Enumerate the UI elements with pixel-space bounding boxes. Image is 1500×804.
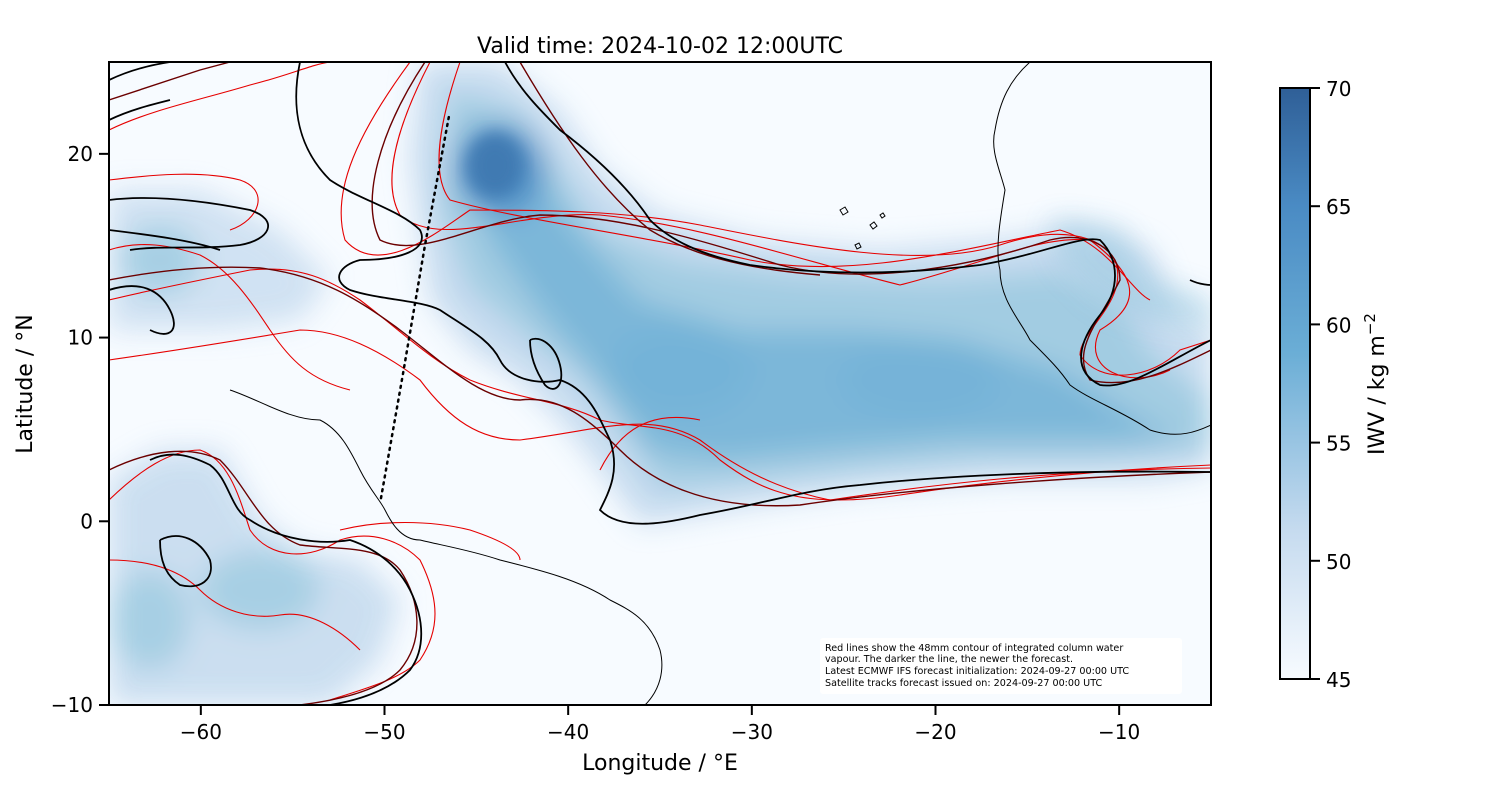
colorbar-ticks: 45 50 55 60 65 70	[1310, 77, 1351, 692]
colorbar-tick-label: 70	[1326, 77, 1351, 101]
note-line: vapour. The darker the line, the newer t…	[825, 654, 1073, 665]
x-axis-label: Longitude / °E	[582, 751, 738, 776]
contour-lines	[109, 62, 1211, 705]
map-title: Valid time: 2024-10-02 12:00UTC	[477, 34, 843, 59]
y-tick-label: 10	[68, 326, 93, 350]
iwv-field	[109, 62, 1211, 705]
x-tick-label: −20	[914, 720, 956, 744]
colorbar-tick-label: 45	[1326, 668, 1351, 692]
colorbar-frame	[1279, 87, 1311, 680]
map-panel[interactable]: Red lines show the 48mm contour of integ…	[108, 61, 1212, 706]
note-line: Red lines show the 48mm contour of integ…	[825, 643, 1123, 654]
y-tick-label: 0	[80, 509, 93, 533]
y-tick-label: −10	[51, 693, 93, 717]
y-axis-label: Latitude / °N	[13, 314, 38, 453]
colorbar-label-text: IWV / kg m	[1365, 335, 1390, 455]
map-frame	[108, 61, 1212, 706]
colorbar-tick-label: 60	[1326, 313, 1351, 337]
colorbar: 45 50 55 60 65 70 IWV / kg m−2	[1279, 77, 1390, 692]
x-tick-label: −30	[731, 720, 773, 744]
y-tick-label: 20	[68, 142, 93, 166]
y-axis: −10 0 10 20	[51, 142, 109, 717]
colorbar-tick-label: 55	[1326, 432, 1351, 456]
x-tick-label: −50	[363, 720, 405, 744]
colorbar-tick-label: 50	[1326, 550, 1351, 574]
annotation-box: Red lines show the 48mm contour of integ…	[820, 638, 1182, 694]
colorbar-label: IWV / kg m−2	[1361, 313, 1390, 455]
colorbar-gradient	[1280, 88, 1310, 679]
x-tick-label: −60	[180, 720, 222, 744]
coastlines	[229, 62, 1211, 705]
satellite-track	[379, 115, 451, 501]
colorbar-label-exponent: −2	[1361, 313, 1379, 335]
note-line: Latest ECMWF IFS forecast initialization…	[825, 666, 1129, 677]
x-tick-label: −10	[1098, 720, 1140, 744]
x-tick-label: −40	[547, 720, 589, 744]
note-line: Satellite tracks forecast issued on: 202…	[825, 678, 1102, 689]
x-axis: −60 −50 −40 −30 −20 −10	[180, 705, 1140, 744]
colorbar-tick-label: 65	[1326, 195, 1351, 219]
